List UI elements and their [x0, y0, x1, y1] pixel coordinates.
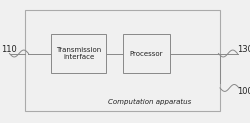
Text: 130: 130 — [238, 45, 250, 54]
Text: Processor: Processor — [130, 51, 163, 56]
Text: Transmission
interface: Transmission interface — [56, 47, 102, 60]
FancyBboxPatch shape — [25, 10, 220, 111]
FancyBboxPatch shape — [51, 34, 106, 73]
Text: Computation apparatus: Computation apparatus — [108, 99, 192, 105]
Text: 110: 110 — [1, 45, 17, 54]
FancyBboxPatch shape — [122, 34, 170, 73]
Text: 100: 100 — [238, 86, 250, 96]
